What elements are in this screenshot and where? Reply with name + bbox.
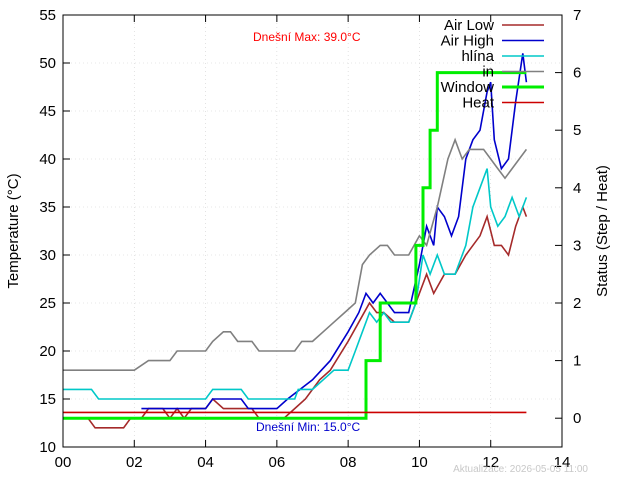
x-tick-label: 06: [269, 454, 286, 471]
series-layer: [63, 53, 528, 429]
series-line-window: [63, 71, 527, 420]
y2-tick-label: 7: [573, 7, 581, 24]
update-timestamp: Aktualizace: 2026-05-05 11:00: [453, 464, 588, 475]
y-tick-label: 15: [39, 391, 56, 408]
y-tick-label: 35: [39, 199, 56, 216]
y2-tick-label: 1: [573, 353, 581, 370]
legend-label: Air Low: [444, 17, 494, 34]
y-axis-label: Temperature (°C): [5, 173, 22, 288]
legend-label: in: [482, 64, 494, 81]
y-axis-right: 0 1 2 3 4 5 6 7: [555, 7, 581, 427]
legend-label: hlína: [461, 48, 494, 65]
min-temperature-annotation: Dnešní Min: 15.0°C: [256, 420, 361, 434]
x-tick-label: 00: [55, 454, 72, 471]
legend-label: Air High: [441, 33, 494, 50]
legend-label: Window: [441, 79, 495, 96]
y2-tick-label: 6: [573, 65, 581, 82]
y2-tick-label: 3: [573, 237, 581, 254]
series-line-air-high: [141, 53, 528, 410]
y2-tick-label: 0: [573, 410, 581, 427]
y-tick-label: 30: [39, 247, 56, 264]
y-tick-label: 40: [39, 151, 56, 168]
y-tick-label: 50: [39, 55, 56, 72]
y2-tick-label: 5: [573, 122, 581, 139]
y-tick-label: 25: [39, 295, 56, 312]
x-tick-label: 10: [411, 454, 428, 471]
y-tick-label: 45: [39, 103, 56, 120]
x-tick-label: 08: [340, 454, 357, 471]
x-tick-label: 02: [126, 454, 143, 471]
series-line-hlína: [63, 168, 528, 400]
y2-tick-label: 4: [573, 180, 581, 197]
x-axis: 00 02 04 06 08 10 12 14: [55, 15, 571, 471]
y-tick-label: 10: [39, 439, 56, 456]
y-tick-label: 55: [39, 7, 56, 24]
x-tick-label: 12: [482, 454, 499, 471]
x-tick-label: 14: [554, 454, 571, 471]
y2-axis-label: Status (Step / Heat): [594, 165, 611, 297]
y-axis-left: 10 15 20 25 30 35 40 45 50 55: [39, 7, 70, 456]
legend-label: Heat: [462, 95, 495, 112]
x-tick-label: 04: [197, 454, 214, 471]
y-tick-label: 20: [39, 343, 56, 360]
y2-tick-label: 2: [573, 295, 581, 312]
series-line-in: [63, 137, 528, 372]
max-temperature-annotation: Dnešní Max: 39.0°C: [253, 30, 361, 44]
plot-frame: [62, 14, 563, 448]
